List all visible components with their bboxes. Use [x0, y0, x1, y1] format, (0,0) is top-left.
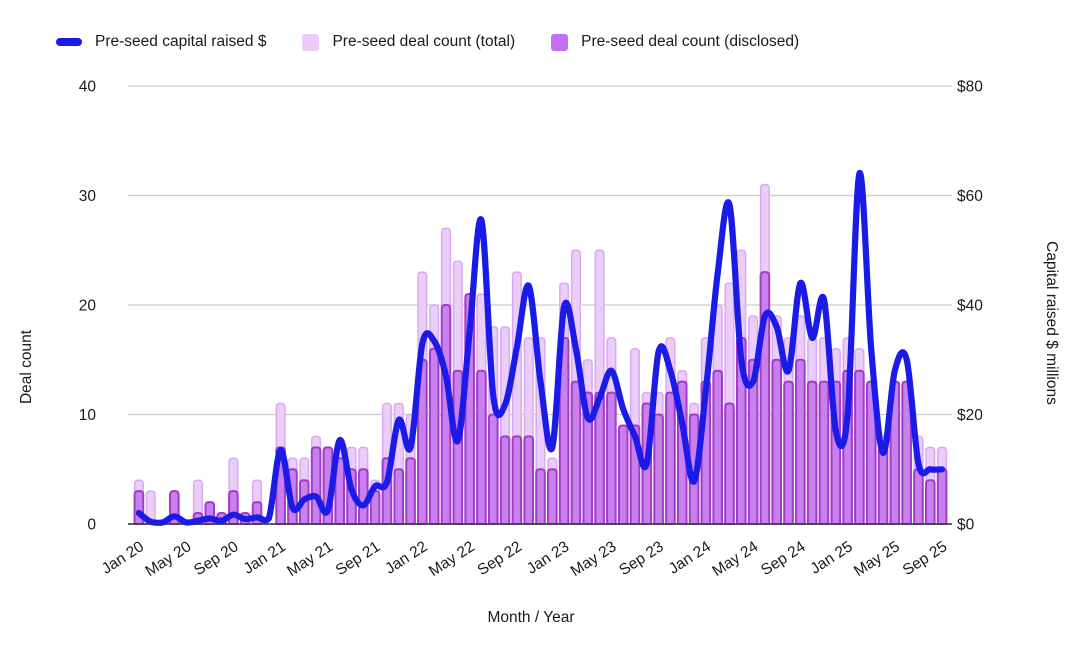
x-tick-label: May 22: [426, 538, 478, 580]
bar-disclosed: [913, 468, 924, 525]
bar-disclosed: [523, 435, 534, 525]
x-tick-label: May 24: [709, 538, 761, 580]
bar-disclosed: [310, 446, 322, 525]
legend-item-deal-count-disclosed: Pre-seed deal count (disclosed): [551, 33, 799, 51]
bar-swatch-total-icon: [302, 33, 320, 51]
bar-disclosed: [795, 358, 806, 525]
bar-disclosed: [535, 468, 546, 525]
bar-disclosed: [499, 435, 511, 525]
bar-swatch-disclosed-icon: [551, 33, 569, 51]
y-axis-ticks-right: $0 $20 $40 $60 $80: [957, 78, 983, 533]
y-tick-label-right: $60: [957, 188, 983, 205]
bar-disclosed: [783, 380, 794, 525]
bar-disclosed: [606, 391, 617, 525]
bar-disclosed: [712, 369, 723, 525]
x-tick-label: May 21: [284, 538, 336, 580]
x-tick-label: Sep 25: [900, 538, 950, 579]
y-axis-title-right: Capital raised $ millions: [1043, 241, 1060, 405]
legend-item-capital-raised: Pre-seed capital raised $: [56, 33, 266, 51]
y-tick-label-left: 40: [79, 78, 97, 95]
bar-disclosed: [487, 413, 499, 525]
x-tick-label: Jan 24: [666, 538, 715, 578]
bar-disclosed: [570, 380, 582, 525]
bar-disclosed: [617, 424, 629, 525]
bar-disclosed: [854, 369, 865, 525]
bar-disclosed: [393, 468, 405, 525]
x-tick-label: May 20: [142, 538, 194, 580]
bar-total: [145, 490, 156, 525]
y-tick-label-right: $40: [957, 297, 983, 314]
y-tick-label-left: 0: [87, 516, 96, 533]
bar-disclosed: [653, 413, 664, 525]
bar-disclosed: [358, 468, 369, 525]
x-tick-label: May 25: [851, 538, 903, 580]
y-tick-label-right: $80: [957, 78, 983, 95]
x-tick-label: Sep 22: [475, 538, 525, 579]
x-tick-label: Jan 20: [99, 538, 148, 578]
y-tick-label-left: 30: [79, 188, 97, 205]
y-tick-label-left: 10: [79, 407, 97, 424]
bar-disclosed: [806, 380, 818, 525]
y-tick-label-left: 20: [79, 297, 97, 314]
x-tick-label: Sep 23: [616, 538, 666, 579]
bar-disclosed: [818, 380, 830, 525]
bar-disclosed: [405, 457, 416, 525]
legend-item-deal-count-total: Pre-seed deal count (total): [302, 33, 515, 51]
y-tick-label-right: $20: [957, 407, 983, 424]
x-axis-title: Month / Year: [487, 609, 574, 626]
legend-label: Pre-seed deal count (total): [332, 33, 516, 50]
y-axis-ticks-left: 0 10 20 30 40: [79, 78, 97, 533]
x-tick-label: Sep 24: [758, 538, 809, 579]
bar-disclosed: [511, 435, 523, 525]
x-tick-label: Sep 21: [333, 538, 383, 579]
y-axis-title-left: Deal count: [18, 329, 35, 404]
bar-disclosed: [665, 391, 676, 525]
bar-disclosed: [771, 358, 783, 525]
chart-legend: Pre-seed capital raised $ Pre-seed deal …: [56, 33, 799, 51]
line-swatch-icon: [56, 38, 82, 46]
x-tick-label: May 23: [568, 538, 620, 580]
x-tick-label: Sep 20: [191, 538, 242, 579]
legend-label: Pre-seed deal count (disclosed): [581, 33, 800, 50]
capital-line: [135, 170, 946, 526]
bar-disclosed: [877, 446, 889, 525]
bar-disclosed: [428, 347, 440, 525]
bar-disclosed: [936, 468, 948, 525]
x-tick-label: Jan 23: [524, 538, 572, 578]
bar-disclosed: [924, 479, 936, 525]
y-tick-label-right: $0: [957, 516, 975, 533]
bar-disclosed: [452, 369, 464, 525]
x-tick-label: Jan 25: [807, 538, 855, 578]
bar-disclosed: [724, 402, 735, 525]
x-tick-label: Jan 21: [240, 538, 288, 578]
legend-label: Pre-seed capital raised $: [95, 33, 267, 50]
bar-disclosed: [547, 468, 558, 525]
capital-raised-line: [135, 170, 946, 526]
x-tick-label: Jan 22: [382, 538, 430, 578]
bar-disclosed: [476, 369, 487, 525]
